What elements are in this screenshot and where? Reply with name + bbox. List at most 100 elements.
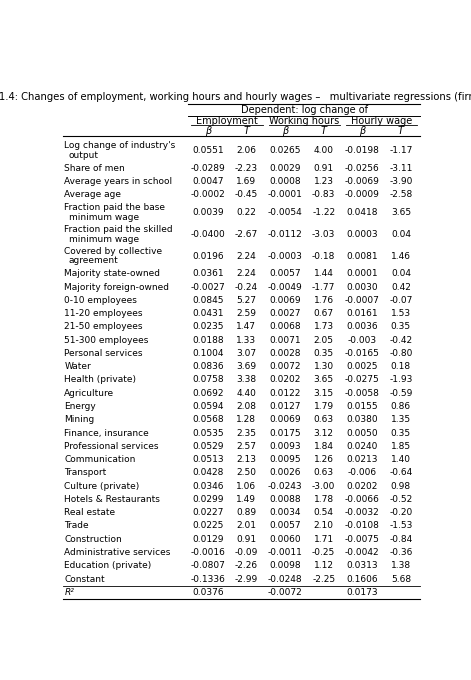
Text: 0.0202: 0.0202: [269, 375, 300, 384]
Text: 0.91: 0.91: [314, 164, 334, 173]
Text: Communication: Communication: [65, 455, 136, 464]
Text: 0.0060: 0.0060: [269, 534, 301, 544]
Text: 1.06: 1.06: [236, 481, 257, 490]
Text: 0.0202: 0.0202: [347, 481, 378, 490]
Text: 0.0025: 0.0025: [347, 362, 378, 371]
Text: β: β: [359, 126, 365, 136]
Text: 0.0129: 0.0129: [192, 534, 224, 544]
Text: -0.0400: -0.0400: [190, 230, 225, 239]
Text: -0.0003: -0.0003: [268, 252, 302, 260]
Text: β: β: [282, 126, 288, 136]
Text: 0.0155: 0.0155: [347, 402, 378, 411]
Text: 21-50 employees: 21-50 employees: [65, 322, 143, 331]
Text: 0.63: 0.63: [314, 415, 334, 424]
Text: 1.44: 1.44: [314, 269, 333, 278]
Text: 3.12: 3.12: [314, 428, 333, 437]
Text: 0.0047: 0.0047: [192, 177, 224, 186]
Text: 0.0003: 0.0003: [347, 230, 378, 239]
Text: 1.23: 1.23: [314, 177, 333, 186]
Text: 4.00: 4.00: [314, 146, 333, 155]
Text: 0.0529: 0.0529: [192, 442, 224, 451]
Text: 1.85: 1.85: [391, 442, 411, 451]
Text: -0.0165: -0.0165: [345, 349, 380, 358]
Text: -0.64: -0.64: [390, 469, 413, 477]
Text: 0.54: 0.54: [314, 508, 333, 517]
Text: 2.01: 2.01: [236, 522, 256, 530]
Text: Culture (private): Culture (private): [65, 481, 139, 490]
Text: 0.0028: 0.0028: [269, 349, 301, 358]
Text: Water: Water: [65, 362, 91, 371]
Text: 1.49: 1.49: [236, 495, 256, 504]
Text: 0.35: 0.35: [391, 322, 411, 331]
Text: 1.30: 1.30: [314, 362, 334, 371]
Text: -0.09: -0.09: [235, 548, 258, 557]
Text: -3.11: -3.11: [389, 164, 413, 173]
Text: 0.0034: 0.0034: [269, 508, 301, 517]
Text: 0.18: 0.18: [391, 362, 411, 371]
Text: 0.0836: 0.0836: [192, 362, 224, 371]
Text: 0.35: 0.35: [391, 428, 411, 437]
Text: -3.00: -3.00: [312, 481, 335, 490]
Text: -1.77: -1.77: [312, 282, 335, 292]
Text: -2.26: -2.26: [235, 561, 258, 571]
Text: 2.57: 2.57: [236, 442, 256, 451]
Text: 1.33: 1.33: [236, 336, 257, 345]
Text: Administrative services: Administrative services: [65, 548, 171, 557]
Text: 0.0026: 0.0026: [269, 469, 301, 477]
Text: -0.52: -0.52: [390, 495, 413, 504]
Text: 2.13: 2.13: [236, 455, 256, 464]
Text: 0.0069: 0.0069: [269, 415, 301, 424]
Text: 3.15: 3.15: [314, 389, 334, 398]
Text: 0.0418: 0.0418: [347, 208, 378, 217]
Text: 0.0299: 0.0299: [192, 495, 224, 504]
Text: 0.0098: 0.0098: [269, 561, 301, 571]
Text: Employment: Employment: [196, 116, 258, 126]
Text: 1.12: 1.12: [314, 561, 333, 571]
Text: β: β: [205, 126, 211, 136]
Text: 0.0188: 0.0188: [192, 336, 224, 345]
Text: Constant: Constant: [65, 575, 105, 583]
Text: 0.0240: 0.0240: [347, 442, 378, 451]
Text: -0.0198: -0.0198: [345, 146, 380, 155]
Text: Dependent: log change of: Dependent: log change of: [241, 105, 368, 115]
Text: Majority state-owned: Majority state-owned: [65, 269, 160, 278]
Text: -0.0072: -0.0072: [268, 588, 302, 597]
Text: 2.59: 2.59: [236, 309, 256, 318]
Text: -0.0058: -0.0058: [345, 389, 380, 398]
Text: -0.84: -0.84: [390, 534, 413, 544]
Text: Transport: Transport: [65, 469, 106, 477]
Text: 1.73: 1.73: [314, 322, 334, 331]
Text: 3.38: 3.38: [236, 375, 257, 384]
Text: 4.40: 4.40: [236, 389, 256, 398]
Text: Health (private): Health (private): [65, 375, 136, 384]
Text: -2.23: -2.23: [235, 164, 258, 173]
Text: 0.0127: 0.0127: [269, 402, 301, 411]
Text: 0.0029: 0.0029: [269, 164, 301, 173]
Text: -2.58: -2.58: [390, 190, 413, 199]
Text: 0.0431: 0.0431: [192, 309, 224, 318]
Text: 0.0069: 0.0069: [269, 296, 301, 305]
Text: -0.003: -0.003: [348, 336, 377, 345]
Text: 0.91: 0.91: [236, 534, 257, 544]
Text: 0.0071: 0.0071: [269, 336, 301, 345]
Text: 2.50: 2.50: [236, 469, 256, 477]
Text: 0.0095: 0.0095: [269, 455, 301, 464]
Text: Energy: Energy: [65, 402, 96, 411]
Text: 2.08: 2.08: [236, 402, 256, 411]
Text: 0.1606: 0.1606: [347, 575, 378, 583]
Text: -2.99: -2.99: [235, 575, 258, 583]
Text: -0.0256: -0.0256: [345, 164, 380, 173]
Text: -0.36: -0.36: [389, 548, 413, 557]
Text: 0.0175: 0.0175: [269, 428, 301, 437]
Text: -0.0032: -0.0032: [345, 508, 380, 517]
Text: 0.0692: 0.0692: [192, 389, 224, 398]
Text: 2.24: 2.24: [236, 252, 256, 260]
Text: Average age: Average age: [65, 190, 122, 199]
Text: 1.69: 1.69: [236, 177, 257, 186]
Text: -0.0042: -0.0042: [345, 548, 380, 557]
Text: 0.0068: 0.0068: [269, 322, 301, 331]
Text: 0.0057: 0.0057: [269, 522, 301, 530]
Text: 0.89: 0.89: [236, 508, 257, 517]
Text: Agriculture: Agriculture: [65, 389, 114, 398]
Text: 0.0551: 0.0551: [192, 146, 224, 155]
